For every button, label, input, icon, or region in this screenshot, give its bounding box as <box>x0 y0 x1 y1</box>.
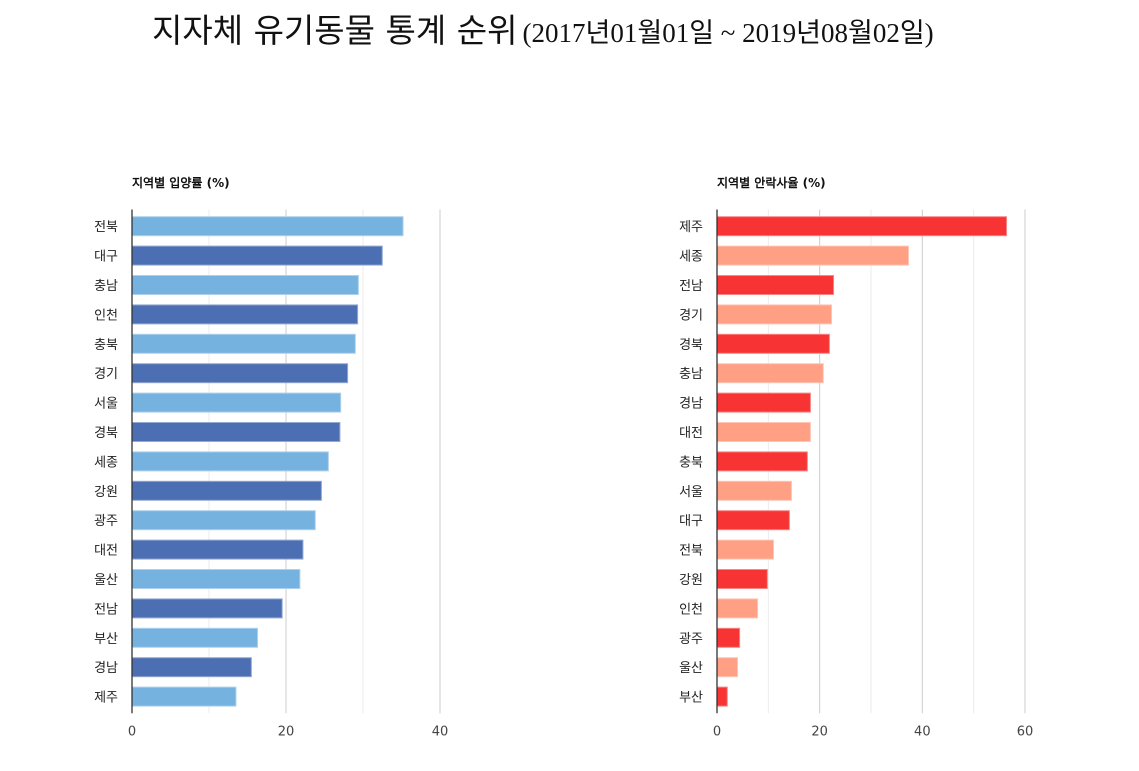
adoption-category-label: 서울 <box>94 397 118 412</box>
adoption-category-label: 제주 <box>94 691 118 706</box>
euthanasia-tick-label: 0 <box>713 724 721 739</box>
euthanasia-tick-label: 60 <box>1017 724 1034 739</box>
euthanasia-bar-인천[interactable] <box>716 598 759 619</box>
adoption-category-label: 대전 <box>94 544 118 559</box>
euthanasia-category-label: 강원 <box>679 573 703 588</box>
euthanasia-bar-세종[interactable] <box>716 245 909 266</box>
euthanasia-bar-전북[interactable] <box>716 539 774 560</box>
euthanasia-category-label: 전북 <box>679 544 703 559</box>
euthanasia-category-label: 광주 <box>679 632 703 647</box>
euthanasia-bar-전남[interactable] <box>716 275 835 295</box>
page-title-date-range: (2017년01월01일 ~ 2019년08월02일) <box>522 18 934 48</box>
euthanasia-bar-충남[interactable] <box>716 363 824 384</box>
adoption-tick-label: 40 <box>432 724 449 739</box>
euthanasia-bar-서울[interactable] <box>716 480 792 501</box>
euthanasia-category-label: 세종 <box>679 250 703 265</box>
page-title-main: 지자체 유기동물 통계 순위 <box>152 11 518 50</box>
page-title: 지자체 유기동물 통계 순위 (2017년01월01일 ~ 2019년08월02… <box>152 4 934 52</box>
euthanasia-category-label: 경기 <box>679 308 703 323</box>
adoption-category-label: 강원 <box>94 485 118 500</box>
adoption-category-label: 대구 <box>94 250 118 265</box>
euthanasia-bar-제주[interactable] <box>716 216 1008 237</box>
euthanasia-category-label: 부산 <box>679 691 703 706</box>
adoption-chart-title: 지역별 입양률 (%) <box>132 176 230 190</box>
adoption-category-label: 세종 <box>94 455 118 470</box>
euthanasia-bar-부산[interactable] <box>716 686 728 707</box>
euthanasia-bar-대전[interactable] <box>716 422 811 442</box>
euthanasia-category-label: 울산 <box>679 661 703 676</box>
adoption-category-label: 경기 <box>94 367 118 382</box>
adoption-tick-label: 20 <box>278 724 295 739</box>
adoption-category-label: 부산 <box>94 632 118 647</box>
adoption-tick-label: 0 <box>128 724 136 739</box>
adoption-category-label: 충북 <box>94 338 118 353</box>
euthanasia-category-label: 제주 <box>679 220 703 235</box>
euthanasia-bar-경남[interactable] <box>716 392 811 413</box>
euthanasia-category-label: 대구 <box>679 514 703 529</box>
adoption-category-label: 경북 <box>94 426 118 441</box>
adoption-category-label: 인천 <box>94 308 118 323</box>
euthanasia-category-label: 경북 <box>679 338 703 353</box>
euthanasia-category-label: 전남 <box>679 279 703 294</box>
adoption-category-label: 울산 <box>94 573 118 588</box>
euthanasia-bar-충북[interactable] <box>716 451 808 472</box>
euthanasia-bar-대구[interactable] <box>716 510 790 531</box>
adoption-category-label: 광주 <box>94 514 118 529</box>
euthanasia-bar-광주[interactable] <box>716 627 741 648</box>
adoption-category-label: 전남 <box>94 602 118 617</box>
euthanasia-category-label: 서울 <box>679 485 703 500</box>
euthanasia-tick-label: 20 <box>811 724 828 739</box>
euthanasia-category-label: 충북 <box>679 455 703 470</box>
euthanasia-bar-강원[interactable] <box>716 569 768 589</box>
adoption-category-label: 전북 <box>94 220 118 235</box>
euthanasia-category-label: 충남 <box>679 367 703 382</box>
adoption-category-label: 경남 <box>94 661 118 676</box>
euthanasia-category-label: 대전 <box>679 426 703 441</box>
euthanasia-tick-label: 40 <box>914 724 931 739</box>
euthanasia-category-label: 인천 <box>679 602 703 617</box>
euthanasia-chart-title: 지역별 안락사율 (%) <box>717 176 826 190</box>
euthanasia-bar-경기[interactable] <box>716 304 832 325</box>
euthanasia-bar-경북[interactable] <box>716 333 830 354</box>
euthanasia-category-label: 경남 <box>679 397 703 412</box>
adoption-category-label: 충남 <box>94 279 118 294</box>
euthanasia-bar-울산[interactable] <box>716 657 739 678</box>
